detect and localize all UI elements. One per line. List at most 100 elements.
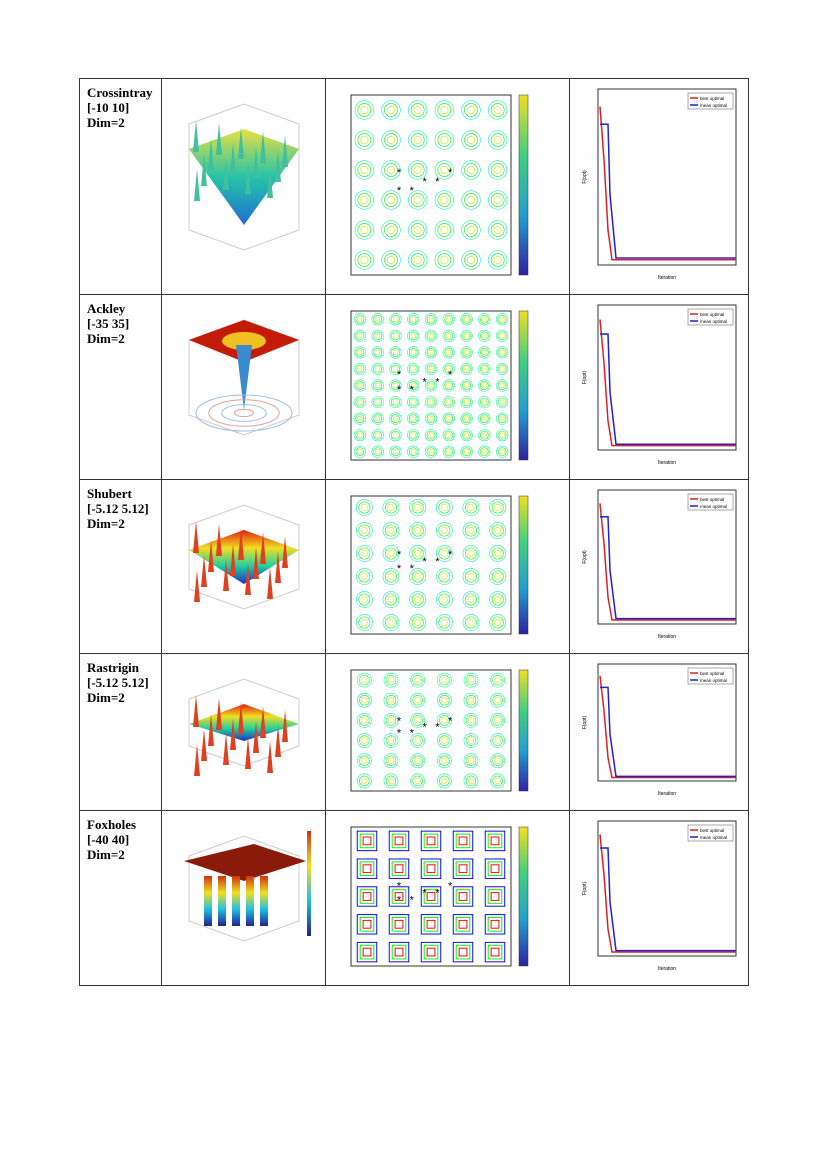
contour <box>359 695 370 706</box>
contour <box>440 225 449 235</box>
marker: * <box>397 167 402 179</box>
contour <box>494 595 502 604</box>
contour <box>394 836 404 846</box>
ring <box>233 408 255 418</box>
contour <box>375 399 381 405</box>
surface-plot <box>188 678 300 776</box>
contour <box>394 919 404 929</box>
peak <box>282 710 288 742</box>
contour <box>437 103 452 117</box>
peak <box>282 135 288 167</box>
contour <box>463 733 479 748</box>
contour <box>407 445 420 458</box>
contour <box>411 501 424 514</box>
contour <box>407 412 420 425</box>
contour <box>426 381 436 390</box>
contour <box>492 695 503 706</box>
contour <box>436 692 452 708</box>
contour <box>382 522 400 539</box>
contour <box>466 135 476 145</box>
contour <box>414 757 421 764</box>
peak <box>260 532 266 564</box>
contour <box>385 593 397 606</box>
contour <box>381 160 401 180</box>
peak <box>216 524 222 556</box>
contour <box>382 591 400 608</box>
contour <box>446 382 452 389</box>
contour <box>462 447 471 457</box>
contour <box>389 429 402 442</box>
surface-plot <box>184 831 311 942</box>
contour <box>496 379 509 392</box>
contour <box>458 919 468 929</box>
contour <box>446 333 452 339</box>
contour <box>373 430 383 440</box>
contour <box>371 379 384 392</box>
contour <box>484 886 506 907</box>
contour <box>408 381 418 390</box>
contour <box>452 941 474 963</box>
contour <box>437 163 452 177</box>
contour <box>467 757 475 764</box>
contour <box>385 570 397 583</box>
contour <box>461 100 481 120</box>
contour <box>355 331 365 341</box>
contour <box>442 412 455 425</box>
contour <box>360 105 369 115</box>
contour <box>387 697 395 704</box>
contour <box>463 399 470 405</box>
contour <box>462 430 471 440</box>
contour <box>494 717 501 724</box>
contour <box>452 830 474 852</box>
contour <box>385 547 397 560</box>
contour <box>387 572 395 581</box>
contour <box>382 568 400 585</box>
convergence-cell: best optimal mean optimal Iteration F(opt) <box>569 479 749 654</box>
contour <box>455 889 471 904</box>
contour <box>375 333 381 339</box>
contour <box>353 329 366 342</box>
contour <box>355 364 365 374</box>
contour <box>355 545 373 562</box>
contour <box>384 103 398 117</box>
peak <box>267 741 273 773</box>
contour <box>437 223 452 237</box>
peak <box>194 744 200 776</box>
contour <box>487 944 503 960</box>
contour <box>437 193 452 207</box>
contour <box>414 526 422 535</box>
contour <box>464 223 478 237</box>
contour <box>462 591 480 608</box>
contour <box>411 570 424 583</box>
legend-box <box>687 824 734 842</box>
contour <box>439 715 450 726</box>
marker: * <box>397 715 402 727</box>
contour <box>499 432 505 438</box>
contour <box>392 366 399 372</box>
contour <box>446 449 452 455</box>
contour <box>490 836 500 846</box>
contour <box>446 316 452 322</box>
contour <box>444 430 454 440</box>
contour <box>488 220 508 240</box>
contour <box>487 833 503 849</box>
function-dim: Dim=2 <box>87 847 125 862</box>
convergence-cell: best optimal mean optimal Iteration F(opt) <box>569 653 749 811</box>
contour <box>423 889 439 904</box>
contour <box>354 220 374 240</box>
colorbar <box>518 94 529 276</box>
contour <box>391 430 400 440</box>
contour <box>389 445 402 458</box>
contour <box>408 397 418 407</box>
contour <box>492 674 503 686</box>
best-curve <box>599 834 736 953</box>
contour <box>438 593 451 606</box>
contour <box>428 316 434 322</box>
best-curve <box>599 503 736 621</box>
axes-box <box>188 103 300 251</box>
contour <box>465 616 477 629</box>
contour <box>373 331 383 341</box>
contour <box>463 316 470 322</box>
surface <box>184 844 306 881</box>
plot-area <box>350 669 512 792</box>
